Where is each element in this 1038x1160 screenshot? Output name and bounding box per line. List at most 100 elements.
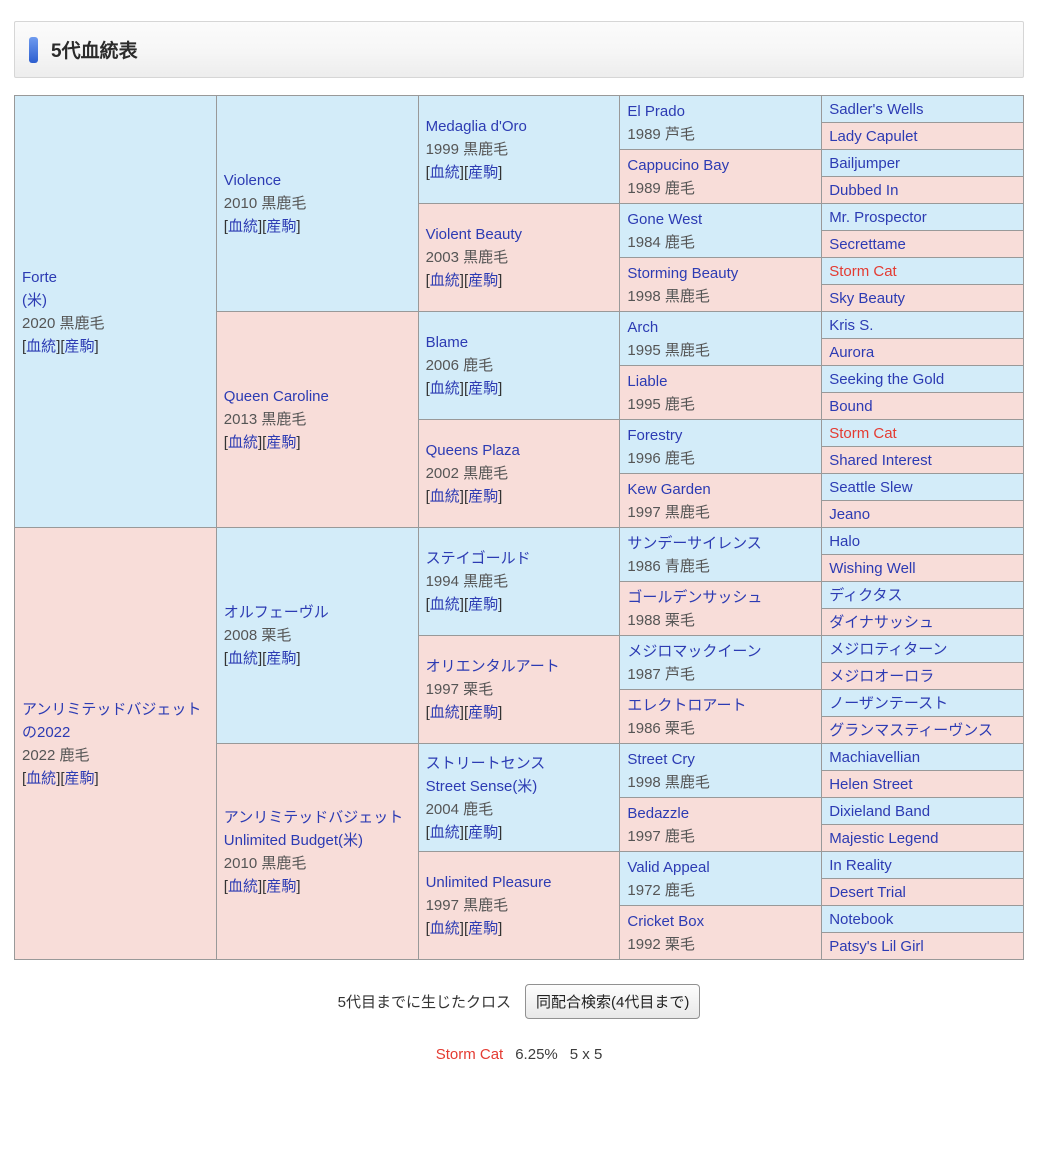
horse-link[interactable]: オルフェーヴル — [223, 604, 329, 621]
horse-link[interactable]: アンリミテッドバジェット — [223, 808, 404, 826]
offspring-link[interactable]: 産駒 — [266, 650, 297, 667]
blood-link[interactable]: 血統 — [227, 650, 258, 667]
horse-link[interactable]: Bedazzle — [627, 804, 690, 822]
blood-link[interactable]: 血統 — [26, 769, 57, 787]
horse-link[interactable]: Kew Garden — [627, 480, 711, 498]
horse-link[interactable]: Jeano — [829, 505, 871, 523]
blood-link[interactable]: 血統 — [429, 823, 460, 841]
horse-link[interactable]: Seeking the Gold — [829, 370, 945, 388]
offspring-link[interactable]: 産駒 — [468, 823, 499, 841]
horse-link[interactable]: ダイナサッシュ — [829, 613, 934, 631]
offspring-link[interactable]: 産駒 — [266, 218, 297, 235]
horse-link[interactable]: ステイゴールド — [425, 550, 531, 567]
horse-link[interactable]: Shared Interest — [829, 451, 932, 469]
offspring-link[interactable]: 産駒 — [64, 337, 95, 355]
horse-link[interactable]: Unlimited Budget(米) — [223, 831, 364, 849]
horse-link[interactable]: アンリミテッドバジェットの2022 — [22, 700, 202, 741]
horse-link[interactable]: Patsy's Lil Girl — [829, 937, 924, 955]
horse-link[interactable]: Wishing Well — [829, 559, 916, 577]
horse-link[interactable]: Liable — [627, 372, 668, 390]
blood-link[interactable]: 血統 — [26, 337, 57, 355]
horse-link[interactable]: Bound — [829, 397, 873, 415]
horse-link[interactable]: Machiavellian — [829, 748, 921, 766]
horse-link[interactable]: ストリートセンス — [425, 754, 546, 772]
pedigree-cell: Liable 1995 鹿毛 — [619, 365, 823, 420]
horse-link[interactable]: オリエンタルアート — [425, 658, 560, 675]
same-mating-search-button[interactable]: 同配合検索(4代目まで) — [525, 984, 701, 1019]
cross-horse-link[interactable]: Storm Cat — [435, 1046, 504, 1063]
horse-link[interactable]: メジロマックイーン — [627, 642, 762, 660]
horse-link[interactable]: ノーザンテースト — [829, 694, 949, 712]
horse-link[interactable]: Bailjumper — [829, 154, 901, 172]
horse-link[interactable]: Seattle Slew — [829, 478, 913, 496]
horse-link[interactable]: Violence — [223, 172, 282, 189]
horse-link[interactable]: Majestic Legend — [829, 829, 939, 847]
horse-link[interactable]: サンデーサイレンス — [627, 534, 762, 552]
horse-link[interactable]: Unlimited Pleasure — [425, 874, 552, 891]
horse-link[interactable]: Halo — [829, 532, 861, 550]
horse-link[interactable]: Sky Beauty — [829, 289, 906, 307]
pedigree-cell: In Reality — [821, 851, 1024, 879]
horse-link[interactable]: Dubbed In — [829, 181, 899, 199]
horse-link[interactable]: Lady Capulet — [829, 127, 918, 145]
offspring-link[interactable]: 産駒 — [266, 877, 297, 895]
blood-link[interactable]: 血統 — [429, 488, 460, 505]
horse-link[interactable]: Forte — [22, 268, 58, 286]
horse-link[interactable]: Street Sense(米) — [425, 777, 538, 795]
blood-link[interactable]: 血統 — [429, 272, 460, 289]
horse-link[interactable]: ゴールデンサッシュ — [627, 588, 763, 606]
blood-link[interactable]: 血統 — [227, 218, 258, 235]
blood-link[interactable]: 血統 — [227, 877, 258, 895]
horse-link[interactable]: Queens Plaza — [425, 442, 520, 459]
horse-link[interactable]: Dixieland Band — [829, 802, 931, 820]
horse-link[interactable]: メジロティターン — [829, 640, 948, 658]
offspring-link[interactable]: 産駒 — [468, 596, 499, 613]
horse-link[interactable]: Aurora — [829, 343, 875, 361]
blood-link[interactable]: 血統 — [429, 380, 460, 397]
blood-link[interactable]: 血統 — [227, 434, 258, 451]
cross-result: Storm Cat 6.25% 5 x 5 — [0, 1046, 1038, 1083]
horse-link[interactable]: El Prado — [627, 102, 685, 120]
offspring-link[interactable]: 産駒 — [64, 769, 95, 787]
offspring-link[interactable]: 産駒 — [468, 920, 499, 937]
horse-link[interactable]: エレクトロアート — [627, 696, 747, 714]
horse-link[interactable]: Cappucino Bay — [627, 156, 730, 174]
horse-link[interactable]: In Reality — [829, 856, 892, 874]
horse-link[interactable]: Valid Appeal — [627, 858, 710, 876]
horse-link[interactable]: Forestry — [627, 426, 683, 444]
horse-link[interactable]: Blame — [425, 334, 469, 351]
horse-link[interactable]: Arch — [627, 318, 659, 336]
blood-link[interactable]: 血統 — [429, 596, 460, 613]
horse-link[interactable]: Helen Street — [829, 775, 913, 793]
horse-link[interactable]: Storm Cat — [829, 262, 897, 280]
blood-link[interactable]: 血統 — [429, 920, 460, 937]
horse-link[interactable]: (米) — [22, 291, 47, 309]
horse-link[interactable]: Violent Beauty — [425, 226, 523, 243]
horse-link[interactable]: Storm Cat — [829, 424, 897, 442]
offspring-link[interactable]: 産駒 — [468, 380, 499, 397]
horse-link[interactable]: Queen Caroline — [223, 388, 329, 405]
horse-link[interactable]: Desert Trial — [829, 883, 906, 901]
horse-link[interactable]: Cricket Box — [627, 912, 705, 930]
horse-link[interactable]: ディクタス — [829, 586, 903, 604]
horse-link[interactable]: Secrettame — [829, 235, 906, 253]
offspring-link[interactable]: 産駒 — [468, 164, 499, 181]
offspring-link[interactable]: 産駒 — [468, 272, 499, 289]
blood-link[interactable]: 血統 — [429, 164, 460, 181]
blood-link[interactable]: 血統 — [429, 704, 460, 721]
horse-link[interactable]: メジロオーロラ — [829, 667, 935, 685]
horse-link[interactable]: Sadler's Wells — [829, 100, 924, 118]
horse-link[interactable]: Gone West — [627, 210, 703, 228]
pedigree-cell: Shared Interest — [821, 446, 1024, 474]
horse-link[interactable]: グランマスティーヴンス — [829, 721, 993, 739]
offspring-link[interactable]: 産駒 — [266, 434, 297, 451]
horse-link[interactable]: Notebook — [829, 910, 894, 928]
offspring-link[interactable]: 産駒 — [468, 488, 499, 505]
horse-link[interactable]: Medaglia d'Oro — [425, 118, 527, 135]
horse-link[interactable]: Mr. Prospector — [829, 208, 927, 226]
pedigree-cell: Storming Beauty 1998 黒鹿毛 — [619, 257, 823, 312]
offspring-link[interactable]: 産駒 — [468, 704, 499, 721]
horse-link[interactable]: Storming Beauty — [627, 264, 739, 282]
horse-link[interactable]: Street Cry — [627, 750, 695, 768]
horse-link[interactable]: Kris S. — [829, 316, 874, 334]
